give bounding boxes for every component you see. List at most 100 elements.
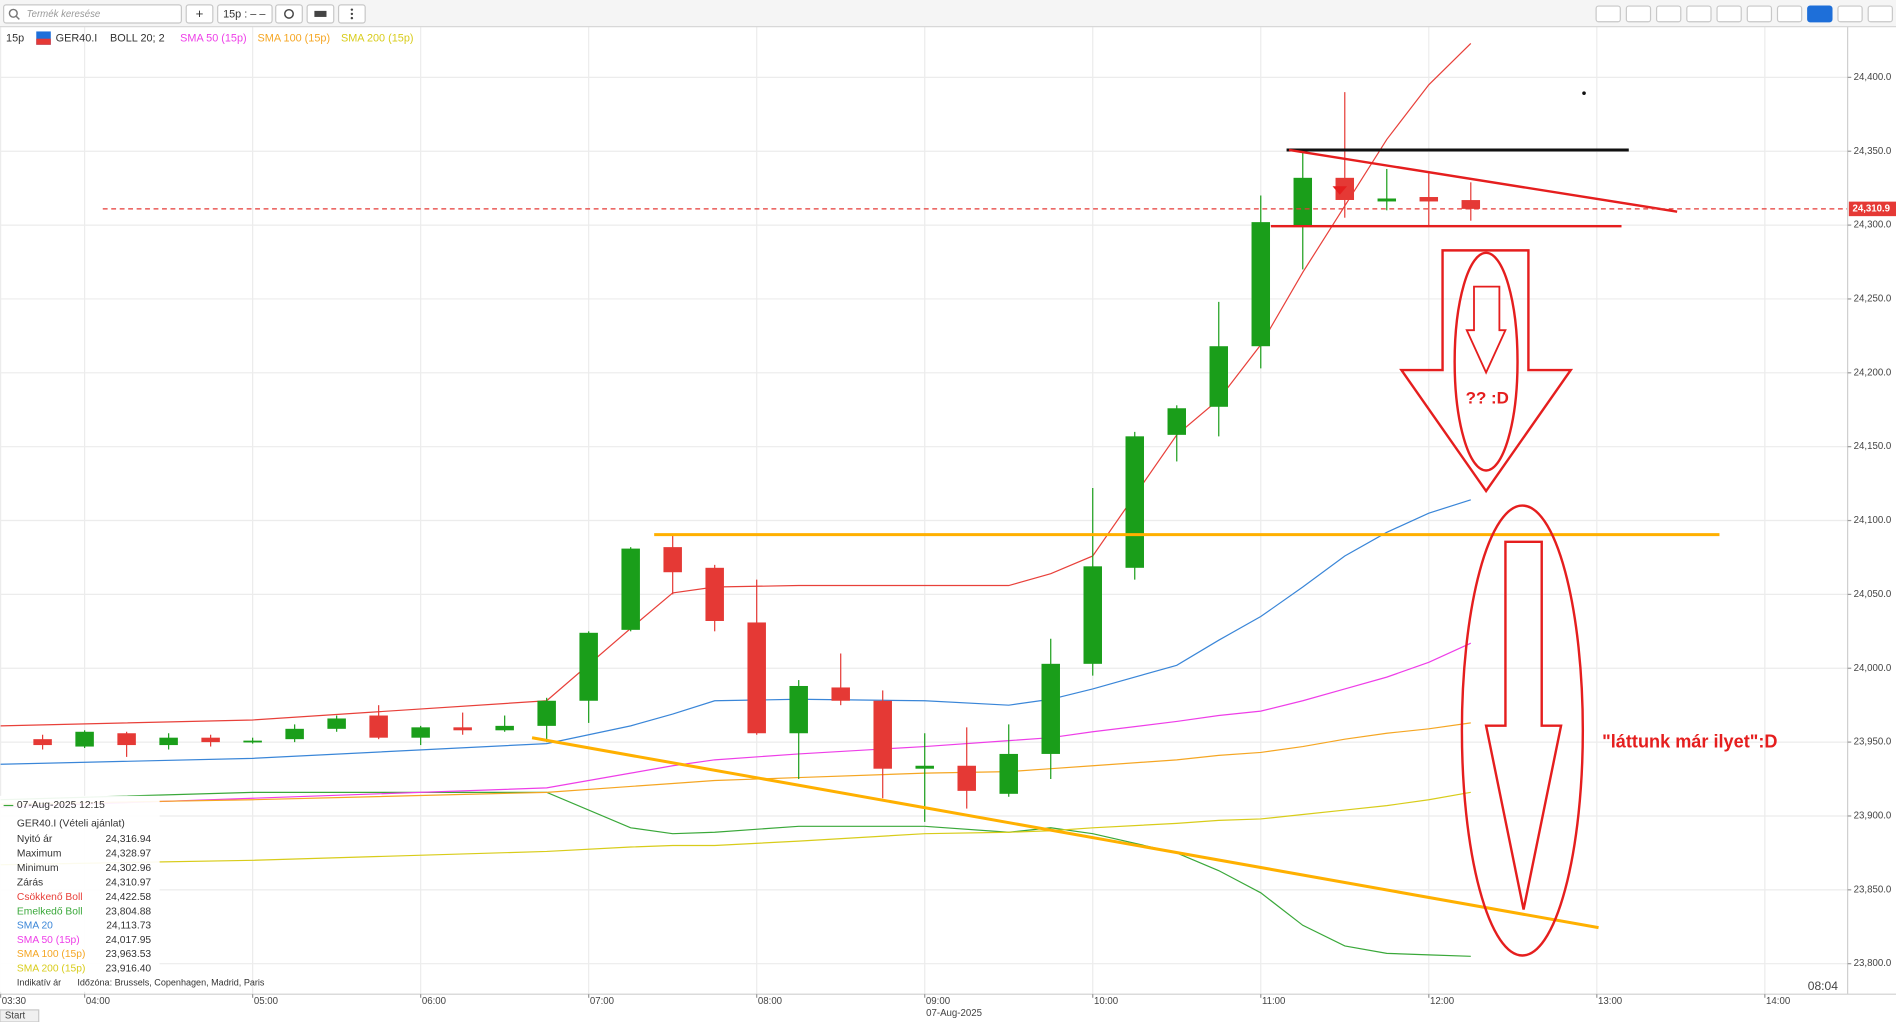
info-value: 24,316.94 [105,834,151,845]
y-tick-label: 24,200.0 [1854,367,1892,378]
y-tick-label: 24,250.0 [1854,293,1892,304]
candle-body [1251,222,1271,347]
info-label: SMA 100 (15p) [17,949,85,960]
candle-body [1125,436,1144,568]
add-button-label: + [196,6,204,21]
y-tick-label: 24,150.0 [1854,441,1892,452]
legend-entry: SMA 100 (15p) [258,33,331,45]
candle-body [957,765,976,791]
info-value: 24,328.97 [105,849,151,860]
y-tick-label: 24,000.0 [1854,663,1892,674]
tool-button[interactable] [1595,5,1621,23]
candle-body [621,548,640,630]
legend-entry: SMA 200 (15p) [341,33,414,45]
info-timezone: Időzóna: Brussels, Copenhagen, Madrid, P… [77,978,265,988]
drawn-marker [1332,186,1348,195]
drawn-arrow [1484,540,1563,910]
candle-body [33,739,52,746]
info-value: 24,422.58 [105,892,151,903]
legend: SMA 50 (15p) SMA 100 (15p) SMA 200 (15p) [180,33,413,45]
tool-button[interactable] [1746,5,1773,23]
x-tick-label: 11:00 [1262,996,1285,1007]
drawings: ?? :D "láttunk már ilyet":D [531,91,1777,957]
date-label: 07-Aug-2025 [926,1008,982,1019]
search-box[interactable] [3,4,182,24]
tool-button[interactable] [1867,5,1893,23]
drawn-trendline [531,736,1599,930]
x-tick-label: 10:00 [1094,996,1118,1007]
candle-body [1083,566,1102,664]
info-label: Csökkenő Boll [17,892,83,903]
y-tick-label: 24,300.0 [1854,220,1892,231]
candle-body [1167,408,1186,435]
clock: 08:04 [1808,979,1839,993]
refresh-button[interactable] [275,4,303,24]
tool-button[interactable] [1686,5,1712,23]
x-tick-label: 08:00 [758,996,782,1007]
info-instrument: GER40.I (Vételi ajánlat) [17,818,125,829]
candle-body [1461,200,1481,209]
tool-icons [1595,5,1893,23]
candle-body [159,737,178,746]
candle-body [873,700,892,769]
x-tick-label: 06:00 [422,996,446,1007]
y-tick-label: 24,400.0 [1854,72,1892,83]
y-tick-label: 24,100.0 [1854,515,1892,526]
info-value: 24,302.96 [105,863,151,874]
candle-body [1377,198,1397,202]
info-value: 23,963.53 [105,949,151,960]
candle-body [327,718,346,729]
period-button[interactable] [217,4,273,24]
x-tick-label: 09:00 [926,996,950,1007]
x-tick-label: 07:00 [590,996,614,1007]
legend-instrument: GER40.I [56,33,98,45]
info-value: 23,916.40 [105,964,151,975]
candle-body [453,727,472,731]
tool-button[interactable] [1776,5,1803,23]
candle-body [705,567,724,621]
candle-body [75,731,94,747]
info-value: 24,113.73 [106,921,151,932]
candle-body [747,622,766,734]
tool-button[interactable] [1716,5,1742,23]
tool-button[interactable] [1655,5,1682,23]
candle-body [915,765,934,769]
y-tick-label: 23,800.0 [1854,958,1892,969]
info-label: SMA 20 [17,921,53,932]
tab[interactable] [0,1009,40,1022]
drawn-trendline [1288,148,1678,213]
tool-button[interactable] [1837,5,1863,23]
candle-body [1335,177,1355,200]
info-label: SMA 200 (15p) [17,964,85,975]
x-tick-label: 12:00 [1430,996,1454,1007]
tool-button[interactable] [1807,5,1833,23]
info-value: 24,310.97 [105,878,151,889]
last-price-tag [1848,201,1896,217]
candle-body [1041,663,1060,754]
y-tick-label: 23,900.0 [1854,811,1892,822]
candle-body [1293,177,1313,226]
y-tick-label: 24,050.0 [1854,589,1892,600]
x-tick-label: 13:00 [1598,996,1622,1007]
y-tick-label: 24,350.0 [1854,146,1892,157]
candle-body [831,687,850,701]
info-label: Minimum [17,863,59,874]
search-placeholder: Termék keresése [27,9,101,20]
candle-body [579,632,598,701]
menu-icon [350,8,354,11]
candle-body [999,753,1018,794]
layout-icon [314,10,327,17]
candle-body [117,733,136,746]
menu-icon [350,12,354,16]
add-button[interactable] [185,4,214,24]
x-tick-label: 05:00 [254,996,278,1007]
instrument-logo [36,38,51,45]
info-label: SMA 50 (15p) [17,935,80,946]
last-price-label: 24,310.9 [1852,203,1890,214]
info-label: Zárás [17,878,43,889]
refresh-icon [284,8,294,19]
info-panel [0,795,160,992]
tool-button[interactable] [1625,5,1652,23]
